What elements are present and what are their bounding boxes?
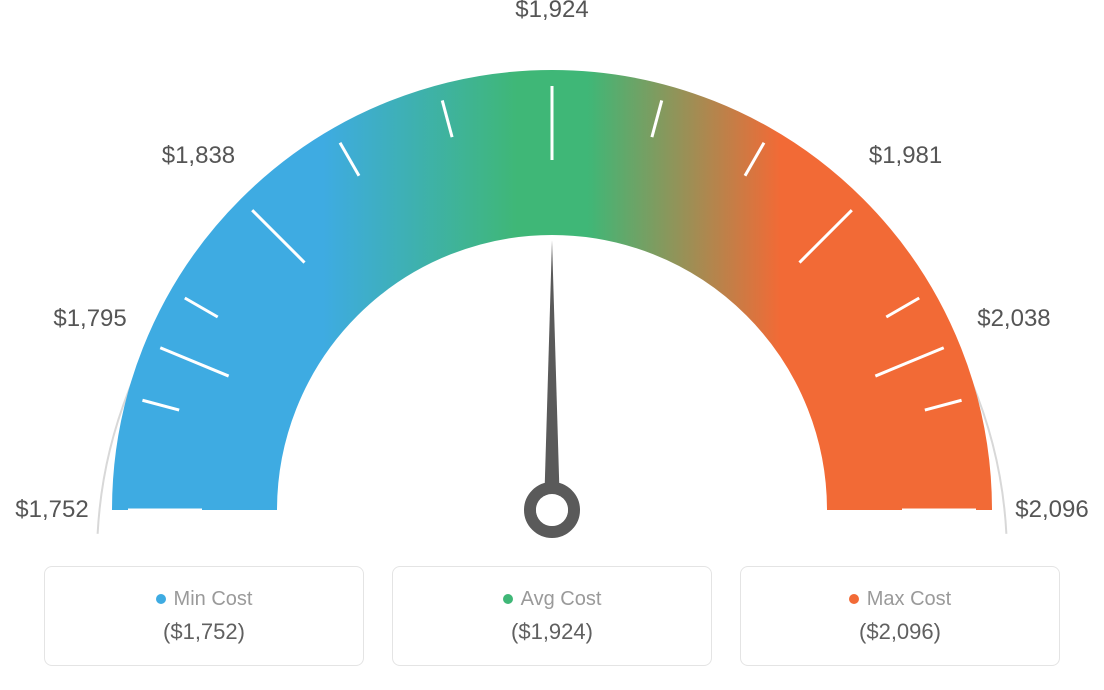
min-cost-header: Min Cost <box>156 588 253 611</box>
max-cost-label: Max Cost <box>867 588 951 611</box>
gauge-tick-label: $1,981 <box>869 142 942 170</box>
gauge-svg <box>0 0 1104 560</box>
gauge-tick-label: $1,795 <box>53 305 126 333</box>
cost-gauge: $1,752 $1,795 $1,838 $1,924 $1,981 $2,038 $2,0… <box>0 0 1104 560</box>
max-cost-value: ($2,096) <box>859 619 941 645</box>
gauge-tick-label: $1,752 <box>15 496 88 524</box>
avg-cost-card: Avg Cost ($1,924) <box>392 566 712 666</box>
avg-dot-icon <box>503 594 513 604</box>
gauge-tick-label: $1,838 <box>162 142 235 170</box>
min-cost-value: ($1,752) <box>163 619 245 645</box>
summary-cards: Min Cost ($1,752) Avg Cost ($1,924) Max … <box>44 566 1060 666</box>
avg-cost-value: ($1,924) <box>511 619 593 645</box>
gauge-tick-label: $1,924 <box>515 0 588 24</box>
max-dot-icon <box>849 594 859 604</box>
gauge-tick-label: $2,096 <box>1015 496 1088 524</box>
min-cost-card: Min Cost ($1,752) <box>44 566 364 666</box>
min-dot-icon <box>156 594 166 604</box>
max-cost-header: Max Cost <box>849 588 951 611</box>
min-cost-label: Min Cost <box>174 588 253 611</box>
gauge-tick-label: $2,038 <box>977 305 1050 333</box>
avg-cost-label: Avg Cost <box>521 588 602 611</box>
avg-cost-header: Avg Cost <box>503 588 602 611</box>
max-cost-card: Max Cost ($2,096) <box>740 566 1060 666</box>
